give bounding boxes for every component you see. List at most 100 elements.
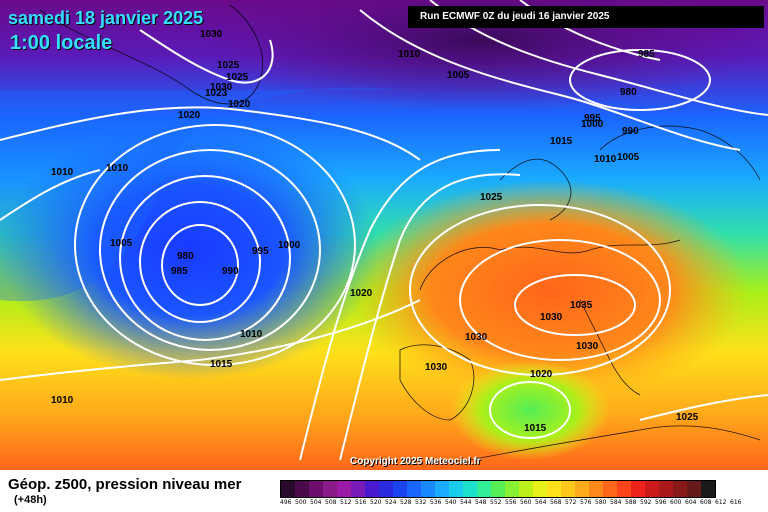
scale-swatch [631,481,645,497]
isobar-label: 1030 [576,341,599,352]
scale-label: 544 [460,499,472,506]
isobar-label: 1010 [106,163,129,174]
isobar-label: 1020 [228,99,251,110]
scale-label: 496 [280,499,292,506]
isobar-label: 985 [638,49,655,60]
lead-time: (+48h) [14,494,47,506]
scale-swatch [561,481,575,497]
scale-label: 504 [310,499,322,506]
scale-label: 596 [655,499,667,506]
scale-swatch [351,481,365,497]
scale-label: 608 [700,499,712,506]
scale-label: 564 [535,499,547,506]
scale-label: 548 [475,499,487,506]
scale-swatch [519,481,533,497]
isobar-label: 995 [584,113,601,124]
isobar-label: 1005 [447,70,470,81]
scale-swatch [659,481,673,497]
scale-swatch [477,481,491,497]
isobar-label: 1015 [524,423,547,434]
scale-label: 512 [340,499,352,506]
isobar-labels: 1030 1025 1025 1030 1023 1020 1020 1010 … [51,29,699,434]
color-scale [280,480,716,498]
scale-swatch [505,481,519,497]
copyright: Copyright 2025 Meteociel.fr [350,456,481,467]
isobar-label: 1023 [205,88,228,99]
coastlines [39,4,761,461]
run-info: Run ECMWF 0Z du jeudi 16 janvier 2025 [408,6,764,28]
scale-label: 500 [295,499,307,506]
isobar-label: 990 [222,266,239,277]
isobar-label: 1025 [480,192,503,203]
isobar-label: 1000 [278,240,301,251]
scale-swatch [701,481,715,497]
scale-swatch [393,481,407,497]
scale-label: 588 [625,499,637,506]
scale-label: 600 [670,499,682,506]
isobar-label: 1025 [676,412,699,423]
scale-label: 556 [505,499,517,506]
map-canvas: 1030 1025 1025 1030 1023 1020 1020 1010 … [0,0,768,470]
scale-label: 508 [325,499,337,506]
isobar-label: 1030 [540,312,563,323]
scale-swatch [295,481,309,497]
legend-footer: Géop. z500, pression niveau mer (+48h) 4… [0,470,768,512]
scale-swatch [421,481,435,497]
isobar-label: 1020 [530,369,553,380]
color-scale-labels: 496 500 504 508 512 516 520 524 528 532 536 540 544 5… [280,499,745,506]
scale-label: 540 [445,499,457,506]
scale-label: 612 [715,499,727,506]
forecast-time: 1:00 locale [10,32,113,54]
isobar-label: 1015 [210,359,233,370]
scale-label: 560 [520,499,532,506]
scale-swatch [533,481,547,497]
isobar-label: 1030 [210,82,233,93]
scale-swatch [603,481,617,497]
isobar-label: 990 [622,126,639,137]
isobar-label: 1010 [240,329,263,340]
scale-swatch [281,481,295,497]
scale-swatch [687,481,701,497]
scale-label: 580 [595,499,607,506]
scale-label: 524 [385,499,397,506]
scale-label: 584 [610,499,622,506]
scale-swatch [491,481,505,497]
isobar-label: 995 [252,246,269,257]
isobar-label: 1030 [200,29,223,40]
scale-swatch [435,481,449,497]
scale-swatch [449,481,463,497]
scale-label: 568 [550,499,562,506]
scale-label: 528 [400,499,412,506]
isobar-label: 1030 [425,362,448,373]
scale-label: 552 [490,499,502,506]
scale-swatch [617,481,631,497]
scale-swatch [645,481,659,497]
isobar-label: 1005 [110,238,133,249]
isobar-label: 1015 [550,136,573,147]
scale-swatch [365,481,379,497]
isobar-label: 1020 [178,110,201,121]
isobar-label: 1035 [570,300,593,311]
scale-label: 532 [415,499,427,506]
isobar-label: 980 [177,251,194,262]
scale-label: 616 [730,499,742,506]
forecast-date: samedi 18 janvier 2025 [8,8,204,28]
isobar-label: 1025 [226,72,249,83]
scale-swatch [575,481,589,497]
scale-label: 572 [565,499,577,506]
isobar-label: 1010 [51,395,74,406]
scale-swatch [589,481,603,497]
legend-title: Géop. z500, pression niveau mer [8,476,242,493]
scale-label: 536 [430,499,442,506]
scale-swatch [547,481,561,497]
scale-label: 516 [355,499,367,506]
isobar-label: 1000 [581,119,604,130]
isobar-label: 1030 [465,332,488,343]
scale-swatch [379,481,393,497]
isobar-label: 1025 [217,60,240,71]
isobar-label: 1005 [617,152,640,163]
scale-label: 576 [580,499,592,506]
isobar-label: 985 [171,266,188,277]
scale-label: 520 [370,499,382,506]
scale-swatch [407,481,421,497]
